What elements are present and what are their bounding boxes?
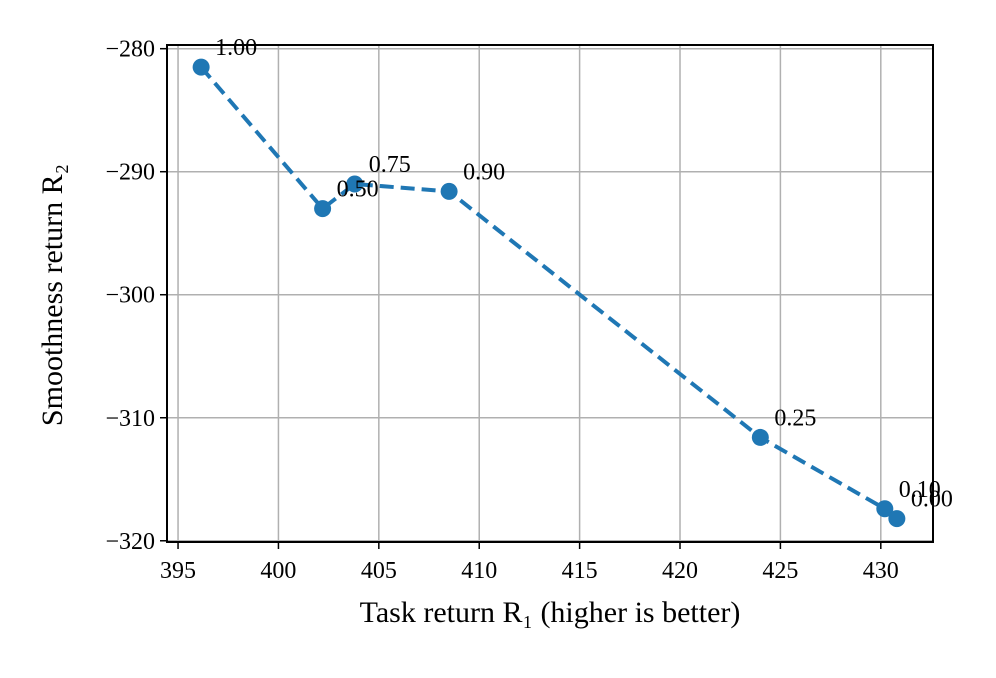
point-label: 0.90: [463, 159, 505, 185]
x-axis-label: Task return R₁ (higher is better): [360, 596, 741, 629]
y-tick-label: −310: [105, 406, 155, 432]
plot-frame: [166, 44, 934, 543]
y-tick-label: −320: [105, 529, 155, 555]
x-tick-label: 425: [762, 558, 798, 584]
y-axis-label: Smoothness return R₂: [36, 164, 69, 426]
y-tick-label: −300: [105, 283, 155, 309]
series-line: [199, 65, 899, 521]
x-tick-label: 430: [863, 558, 899, 584]
x-tick-label: 400: [260, 558, 296, 584]
point-label: 0.75: [369, 152, 411, 178]
y-tick-label: −280: [105, 37, 155, 63]
point-label: 0.25: [774, 405, 816, 431]
x-tick-label: 410: [461, 558, 497, 584]
point-label: 1.00: [215, 35, 257, 61]
point: [888, 510, 906, 528]
point: [346, 175, 364, 193]
point: [751, 428, 769, 446]
point: [192, 58, 210, 76]
point-label: 0.00: [911, 487, 953, 513]
y-tick-label: −290: [105, 160, 155, 186]
point: [314, 200, 332, 218]
x-tick-label: 415: [562, 558, 598, 584]
point: [876, 500, 894, 518]
point: [440, 182, 458, 200]
x-tick-label: 420: [662, 558, 698, 584]
x-tick-label: 395: [160, 558, 196, 584]
point-label: 0.50: [337, 177, 379, 203]
x-tick-label: 405: [361, 558, 397, 584]
